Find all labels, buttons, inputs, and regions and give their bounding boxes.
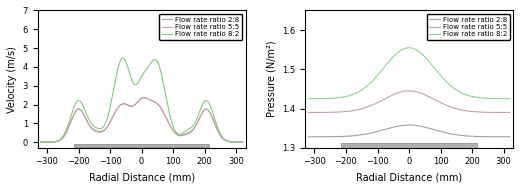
Flow rate ratio 8:2 — [212, 118, 218, 120]
Flow rate ratio 8:2 — [191, 123, 197, 125]
Line: Flow rate ratio 5:5: Flow rate ratio 5:5 — [41, 98, 242, 142]
Y-axis label: Velocity (m/s): Velocity (m/s) — [7, 46, 17, 112]
Flow rate ratio 5:5 — [212, 122, 218, 125]
Flow rate ratio 2:8 — [212, 122, 218, 125]
Flow rate ratio 8:2 — [428, 63, 434, 65]
FancyBboxPatch shape — [341, 143, 477, 150]
Flow rate ratio 2:8 — [434, 129, 440, 132]
Flow rate ratio 8:2 — [458, 92, 464, 94]
Flow rate ratio 5:5 — [50, 141, 56, 143]
Flow rate ratio 5:5 — [458, 109, 464, 111]
Flow rate ratio 2:8 — [50, 141, 56, 143]
Flow rate ratio 2:8 — [239, 141, 245, 143]
Flow rate ratio 8:2 — [422, 57, 428, 59]
Legend: Flow rate ratio 2:8, Flow rate ratio 5:5, Flow rate ratio 8:2: Flow rate ratio 2:8, Flow rate ratio 5:5… — [159, 14, 242, 40]
Flow rate ratio 5:5 — [155, 103, 161, 106]
Flow rate ratio 2:8 — [479, 136, 485, 138]
Legend: Flow rate ratio 2:8, Flow rate ratio 5:5, Flow rate ratio 8:2: Flow rate ratio 2:8, Flow rate ratio 5:5… — [426, 14, 510, 40]
Flow rate ratio 2:8 — [141, 96, 147, 99]
Flow rate ratio 5:5 — [166, 124, 173, 126]
Flow rate ratio 8:2 — [479, 97, 485, 99]
Flow rate ratio 2:8 — [458, 134, 464, 137]
Flow rate ratio 2:8 — [422, 126, 428, 129]
Flow rate ratio 5:5 — [406, 90, 412, 92]
Flow rate ratio 5:5 — [141, 96, 147, 99]
Flow rate ratio 2:8 — [305, 136, 311, 138]
X-axis label: Radial Distance (mm): Radial Distance (mm) — [88, 172, 194, 182]
Flow rate ratio 5:5 — [434, 100, 440, 102]
Flow rate ratio 8:2 — [305, 98, 311, 100]
Flow rate ratio 2:8 — [166, 123, 173, 126]
Line: Flow rate ratio 2:8: Flow rate ratio 2:8 — [41, 98, 242, 142]
Flow rate ratio 2:8 — [155, 103, 161, 106]
FancyBboxPatch shape — [74, 144, 210, 147]
Flow rate ratio 2:8 — [428, 128, 434, 130]
Flow rate ratio 5:5 — [317, 111, 323, 114]
Y-axis label: Pressure (N/m²): Pressure (N/m²) — [266, 41, 277, 117]
Flow rate ratio 2:8 — [507, 136, 513, 138]
Flow rate ratio 8:2 — [120, 57, 126, 59]
Flow rate ratio 8:2 — [50, 141, 56, 143]
Flow rate ratio 5:5 — [428, 97, 434, 99]
Flow rate ratio 2:8 — [191, 127, 197, 129]
Line: Flow rate ratio 2:8: Flow rate ratio 2:8 — [308, 125, 510, 137]
Flow rate ratio 5:5 — [191, 128, 197, 130]
Flow rate ratio 5:5 — [305, 111, 311, 114]
Line: Flow rate ratio 8:2: Flow rate ratio 8:2 — [41, 58, 242, 142]
Flow rate ratio 5:5 — [239, 141, 245, 143]
Flow rate ratio 2:8 — [37, 141, 44, 143]
Flow rate ratio 8:2 — [155, 62, 161, 64]
Flow rate ratio 5:5 — [507, 111, 513, 114]
Flow rate ratio 2:8 — [406, 124, 412, 126]
Flow rate ratio 8:2 — [434, 70, 440, 72]
Flow rate ratio 8:2 — [37, 141, 44, 143]
X-axis label: Radial Distance (mm): Radial Distance (mm) — [356, 172, 462, 182]
Flow rate ratio 8:2 — [239, 141, 245, 143]
Flow rate ratio 8:2 — [406, 46, 412, 49]
Flow rate ratio 8:2 — [317, 98, 323, 100]
Line: Flow rate ratio 8:2: Flow rate ratio 8:2 — [308, 48, 510, 99]
Flow rate ratio 5:5 — [422, 94, 428, 96]
Flow rate ratio 5:5 — [160, 111, 166, 114]
Flow rate ratio 8:2 — [507, 98, 513, 100]
Flow rate ratio 5:5 — [479, 111, 485, 113]
Flow rate ratio 8:2 — [160, 83, 166, 85]
Line: Flow rate ratio 5:5: Flow rate ratio 5:5 — [308, 91, 510, 112]
Flow rate ratio 2:8 — [160, 111, 166, 114]
Flow rate ratio 5:5 — [37, 141, 44, 143]
Flow rate ratio 2:8 — [317, 136, 323, 138]
Flow rate ratio 8:2 — [166, 113, 173, 115]
